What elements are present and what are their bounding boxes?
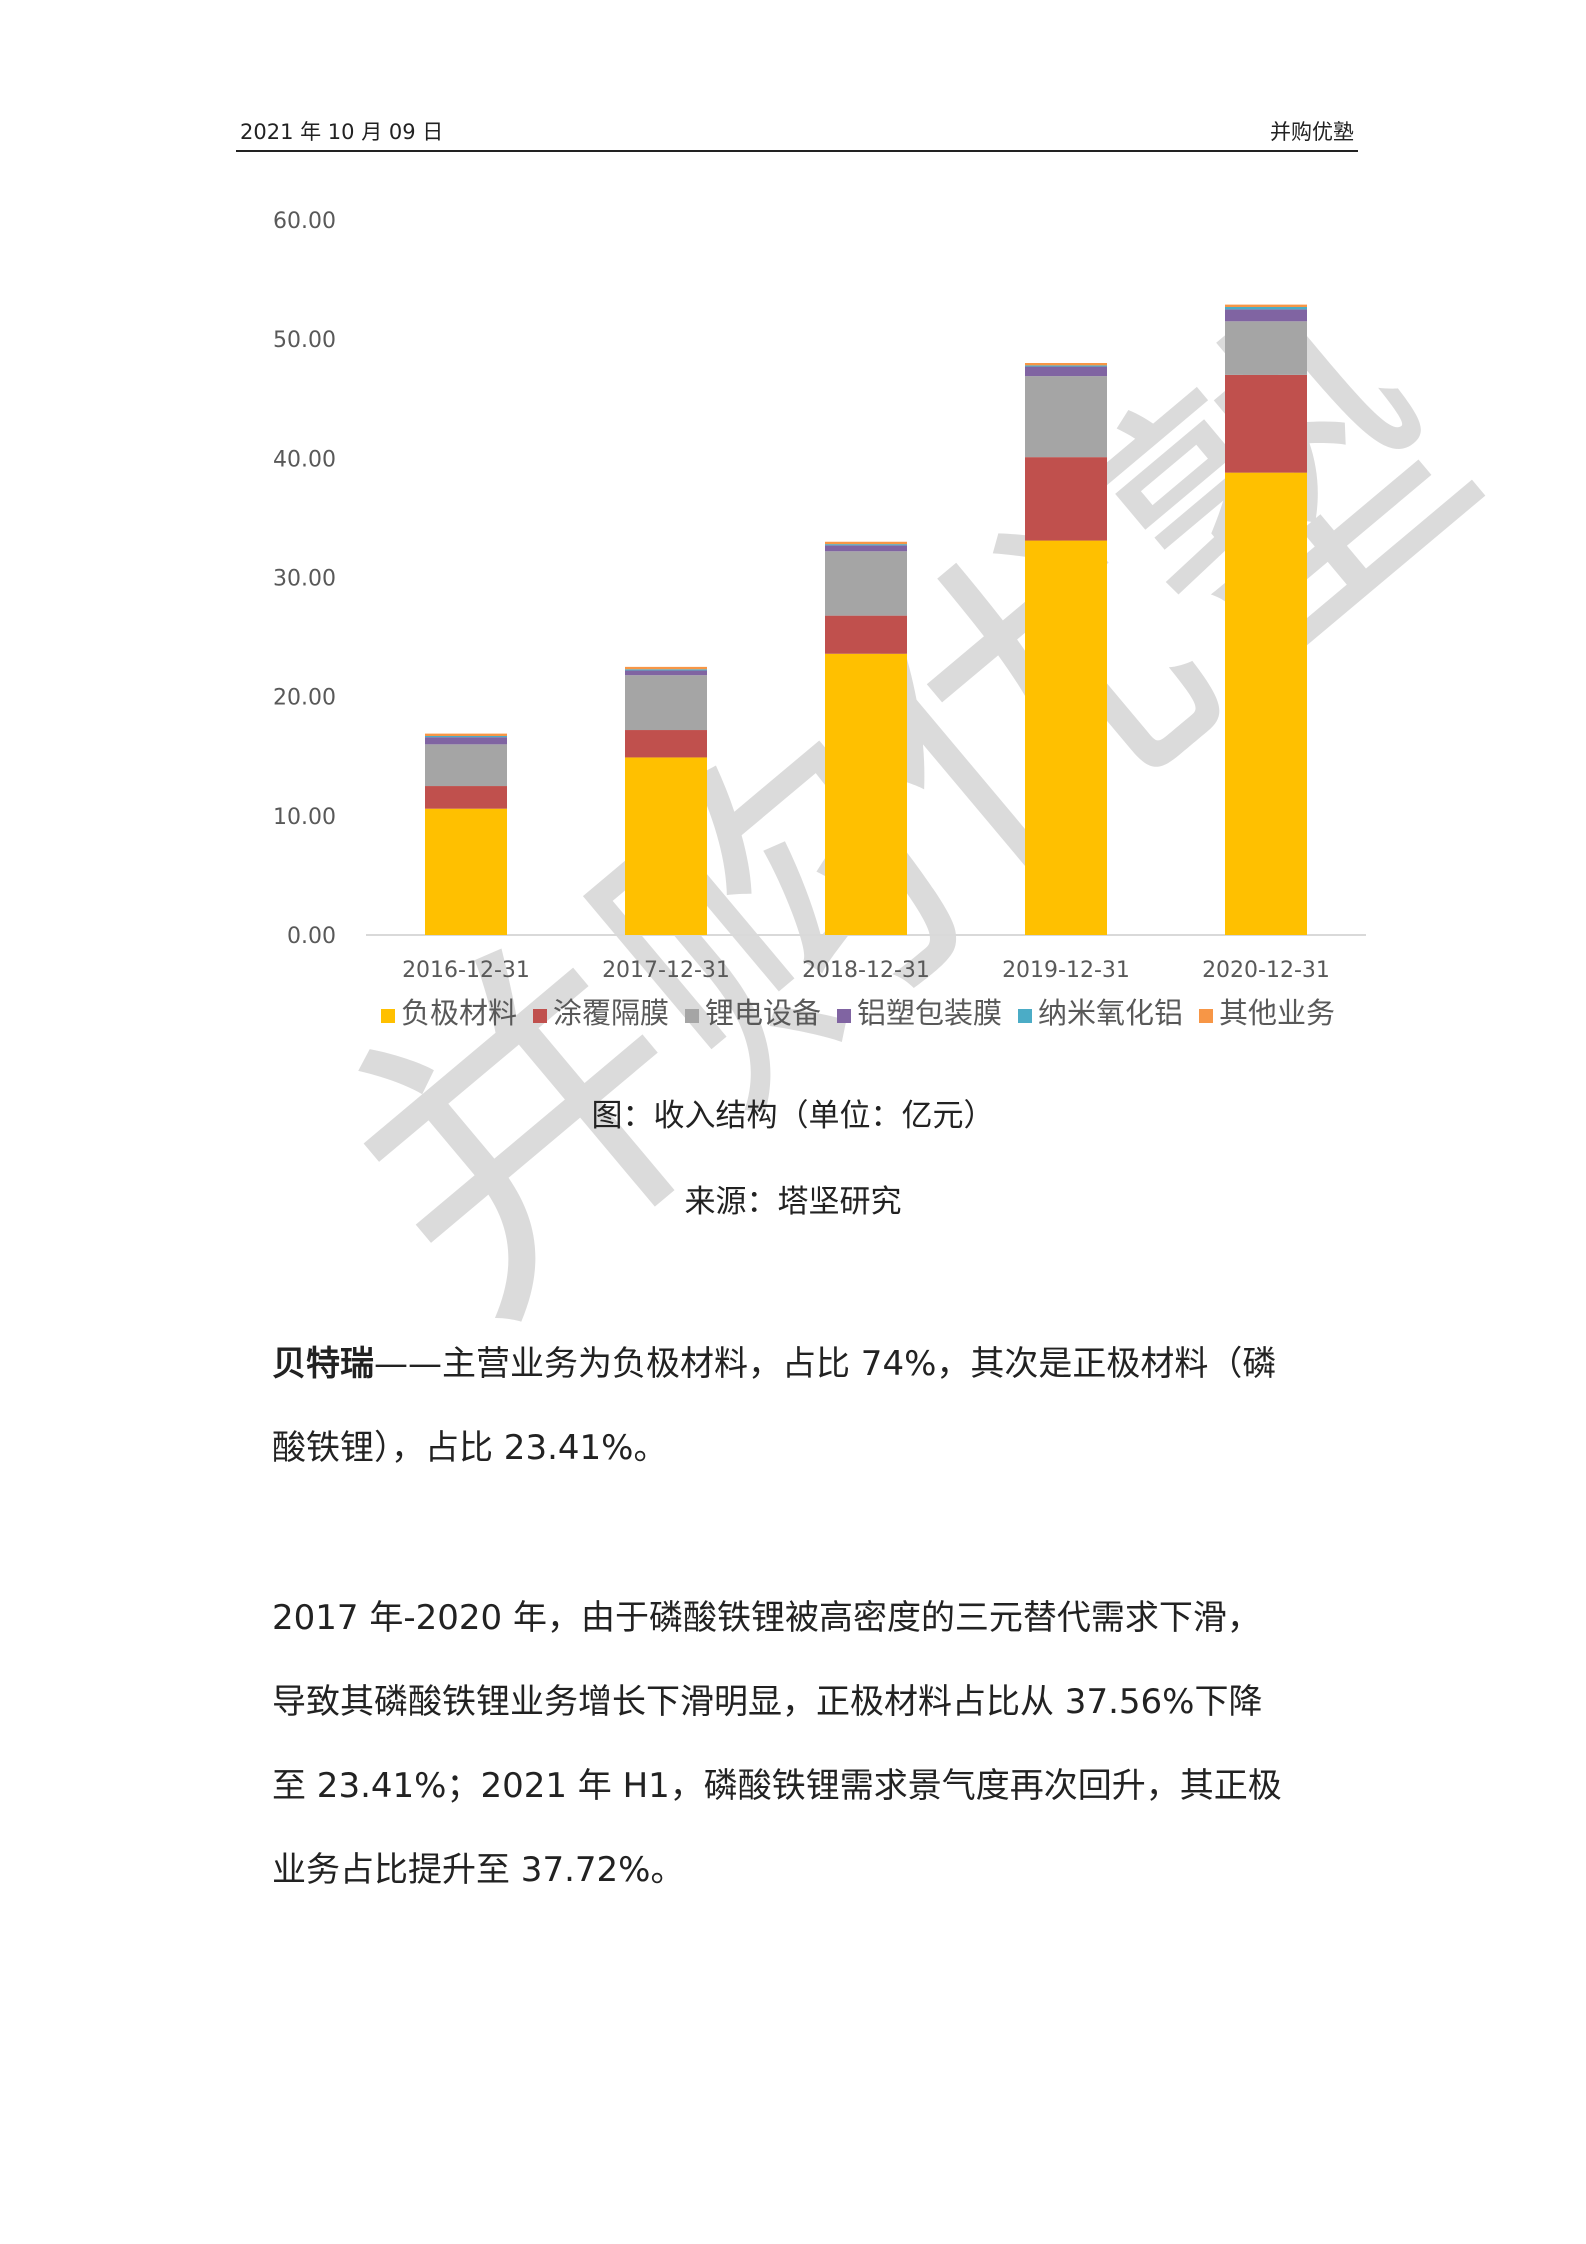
x-tick-label: 2019-12-31 (1002, 958, 1130, 983)
bar-segment (1025, 540, 1107, 935)
y-tick-label: 30.00 (273, 567, 336, 592)
bar-segment (425, 733, 507, 736)
revenue-structure-chart: 0.00 10.00 20.00 30.00 40.00 50.00 60.00 2016-… (273, 209, 1366, 1030)
bar-segment (625, 666, 707, 670)
bar-segment (425, 786, 507, 809)
bar-segment (625, 675, 707, 731)
bar-segment (425, 735, 507, 738)
bar-segment (1025, 376, 1107, 458)
x-tick-label: 2017-12-31 (602, 958, 730, 983)
figure-caption: 图：收入结构（单位：亿元） (591, 1098, 995, 1134)
legend-label: 涂覆隔膜 (553, 996, 669, 1030)
bar-segment (425, 744, 507, 787)
paragraph-2-line-4: 业务占比提升至 37.72%。 (272, 1850, 685, 1890)
paragraph-1-line-1: 贝特瑞——主营业务为负极材料，占比 74%，其次是正极材料（磷 (272, 1322, 1332, 1406)
bar-segment (425, 737, 507, 745)
legend-swatch (1199, 1009, 1213, 1023)
bar-segment (1025, 363, 1107, 366)
bar-segment (625, 669, 707, 671)
bar-segment (825, 541, 907, 545)
x-tick-label: 2016-12-31 (402, 958, 530, 983)
legend-swatch (685, 1009, 699, 1023)
legend-swatch (533, 1009, 547, 1023)
paragraph-1-text: ——主营业务为负极材料，占比 74%，其次是正极材料（磷 (374, 1344, 1277, 1384)
legend-label: 纳米氧化铝 (1038, 996, 1183, 1030)
bar-segment (825, 551, 907, 616)
bar-segment (1025, 366, 1107, 377)
legend-label: 锂电设备 (705, 996, 821, 1030)
y-axis-ticks: 0.00 10.00 20.00 30.00 40.00 50.00 60.00 (273, 209, 336, 949)
bar-segment (425, 808, 507, 935)
x-axis-ticks: 2016-12-31 2017-12-31 2018-12-31 2019-12-31… (402, 958, 1330, 983)
legend-swatch (837, 1009, 851, 1023)
bar-segment (625, 730, 707, 758)
bar-segment (1225, 309, 1307, 322)
y-tick-label: 20.00 (273, 686, 336, 711)
y-tick-label: 0.00 (287, 924, 336, 949)
bar-segment (625, 757, 707, 935)
paragraph-2-line-3: 至 23.41%；2021 年 H1，磷酸铁锂需求景气度再次回升，其正极 (272, 1766, 1282, 1806)
bar-segment (1225, 374, 1307, 473)
bar-stacks (425, 304, 1307, 935)
paragraph-2-line-1: 2017 年-2020 年，由于磷酸铁锂被高密度的三元替代需求下滑， (272, 1598, 1261, 1638)
x-tick-label: 2020-12-31 (1202, 958, 1330, 983)
legend-swatch (1018, 1009, 1032, 1023)
y-tick-label: 10.00 (273, 805, 336, 830)
bar-segment (825, 544, 907, 546)
bar-segment (825, 545, 907, 552)
y-tick-label: 40.00 (273, 447, 336, 472)
figure-source: 来源：塔坚研究 (684, 1184, 902, 1220)
chart-legend: 负极材料 涂覆隔膜 锂电设备 铝塑包装膜 纳米氧化铝 其他业务 (381, 996, 1335, 1030)
y-tick-label: 60.00 (273, 209, 336, 234)
legend-label: 铝塑包装膜 (857, 996, 1002, 1030)
paragraph-2-line-2: 导致其磷酸铁锂业务增长下滑明显，正极材料占比从 37.56%下降 (272, 1682, 1263, 1722)
company-name: 贝特瑞 (272, 1344, 374, 1384)
bar-segment (1025, 457, 1107, 541)
bar-segment (1025, 365, 1107, 367)
y-tick-label: 50.00 (273, 328, 336, 353)
bar-segment (625, 670, 707, 676)
bar-segment (1225, 321, 1307, 375)
header-date: 2021 年 10 月 09 日 (240, 120, 444, 144)
page-header: 2021 年 10 月 09 日 并购优塾 (236, 112, 1358, 152)
bar-segment (1225, 306, 1307, 310)
paragraph-1-line-2: 酸铁锂），占比 23.41%。 (272, 1428, 668, 1468)
legend-label: 负极材料 (401, 996, 517, 1030)
bar-segment (825, 653, 907, 935)
legend-swatch (381, 1009, 395, 1023)
bar-segment (1225, 304, 1307, 307)
x-tick-label: 2018-12-31 (802, 958, 930, 983)
bar-segment (825, 615, 907, 654)
header-brand: 并购优塾 (1270, 120, 1354, 144)
bar-segment (1225, 472, 1307, 935)
legend-label: 其他业务 (1219, 996, 1335, 1030)
